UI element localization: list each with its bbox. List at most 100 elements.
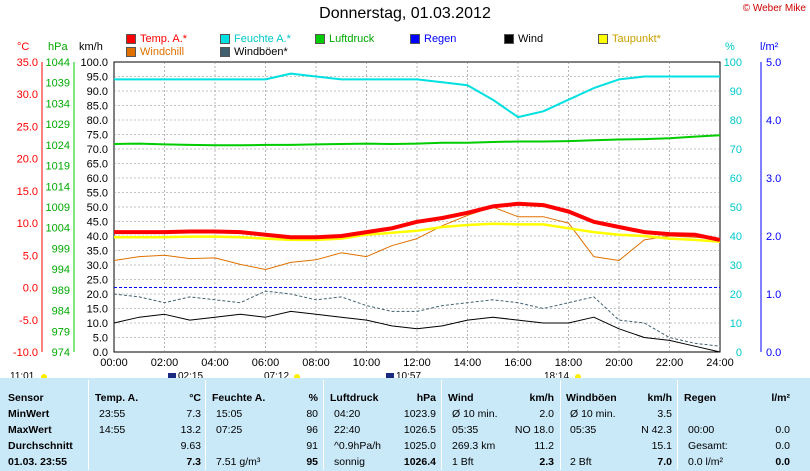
legend-rain-swatch	[410, 33, 420, 44]
stats-row-label: MaxWert	[8, 424, 52, 436]
stats-row-label: 01.03. 23:55	[8, 456, 67, 468]
stats-humidity-value: 95	[306, 456, 318, 468]
tick-label-time: 16:00	[504, 357, 532, 369]
stats-pressure-note: 04:20	[334, 408, 361, 420]
legend-windchill-swatch	[126, 46, 136, 57]
stats-gusts-value: 15.1	[651, 440, 672, 452]
tick-label-pressure: 1024	[46, 140, 70, 152]
sun-icon	[41, 374, 47, 378]
copyright-text: © Weber Mike	[742, 3, 806, 14]
tick-label-pressure: 979	[52, 326, 70, 338]
tick-label-time: 06:00	[252, 357, 280, 369]
legend-temp: Temp. A.*	[126, 32, 187, 45]
series-line-wind	[113, 310, 721, 353]
moon-icon	[386, 373, 394, 378]
unit-pressure: hPa	[48, 41, 68, 53]
series-line-luftdruck	[113, 134, 721, 147]
stats-pressure-value: 1026.4	[403, 456, 436, 468]
panel-divider	[441, 380, 442, 470]
tick-label-humidity: 10	[730, 318, 742, 330]
tick-label-pressure: 989	[52, 285, 70, 297]
stats-humidity-note: 07:25	[216, 424, 243, 436]
tick-label-wind: 35.0	[87, 246, 108, 258]
stats-pressure-header: Luftdruck	[330, 392, 379, 404]
legend-pressure-label: Luftdruck	[329, 32, 375, 45]
tick-label-time: 00:00	[100, 357, 128, 369]
stats-humidity-value: 80	[306, 408, 318, 420]
stats-rain-value: 0.0	[775, 424, 790, 436]
series-line-feuchte-a	[114, 72, 720, 119]
panel-divider	[88, 380, 89, 470]
tick-label-wind: 40.0	[87, 231, 108, 243]
unit-wind: km/h	[79, 41, 103, 53]
tick-label-humidity: 20	[730, 289, 742, 301]
tick-label-temp: 5.0	[23, 250, 38, 262]
stats-rain-unit: l/m²	[771, 392, 790, 404]
legend-temp-label: Temp. A.*	[140, 32, 188, 45]
stats-rain-header: Regen	[684, 392, 717, 404]
tick-label-time: 24:00	[706, 357, 734, 369]
stats-rain-note: 0.0 l/m²	[688, 456, 724, 468]
stats-gusts-value: 7.0	[657, 456, 672, 468]
tick-label-temp: 15.0	[17, 186, 38, 198]
legend-dewpoint-swatch	[598, 33, 608, 44]
series-line-windb-en	[113, 290, 721, 347]
stats-wind-note: 269.3 km	[452, 440, 496, 452]
tick-label-pressure: 1039	[46, 78, 70, 90]
stats-sensor-header: Sensor	[8, 392, 44, 404]
legend-pressure: Luftdruck	[315, 32, 374, 45]
stats-humidity-value: 96	[306, 424, 318, 436]
weather-chart: 35.0 30.0 25.0 20.0 15.0 10.0 5.0 0.0 -5.0 -10.0 1…	[13, 57, 781, 378]
tick-label-pressure: 1029	[46, 119, 70, 131]
legend-rain-label: Regen	[424, 32, 457, 45]
legend-gusts-swatch	[220, 46, 230, 57]
panel-divider	[205, 380, 206, 470]
legend-gusts: Windböen*	[220, 45, 288, 58]
tick-label-wind: 30.0	[87, 260, 108, 272]
panel-divider	[677, 380, 678, 470]
stats-gusts-note: Ø 10 min.	[570, 408, 616, 420]
legend-pressure-swatch	[315, 33, 325, 44]
marker-left-time: 11:01	[10, 371, 35, 382]
stats-gusts-value: 3.5	[657, 408, 672, 420]
tick-label-wind: 65.0	[87, 159, 108, 171]
tick-label-wind: 45.0	[87, 217, 108, 229]
stats-pressure-value: 1026.5	[403, 424, 436, 436]
tick-label-wind: 20.0	[87, 289, 108, 301]
marker-moonrise-time: 02:15	[178, 371, 204, 382]
tick-label-time: 02:00	[151, 357, 179, 369]
panel-divider	[323, 380, 324, 470]
tick-label-humidity: 50	[730, 202, 742, 214]
tick-label-wind: 25.0	[87, 275, 108, 287]
legend-windchill: Windchill	[126, 45, 184, 58]
stats-temp-header: Temp. A.	[95, 392, 139, 404]
stats-temp-value: 7.3	[186, 408, 201, 420]
stats-pressure-note: 22:40	[334, 424, 361, 436]
tick-label-pressure: 994	[52, 264, 70, 276]
stats-wind-value: NO 18.0	[514, 424, 554, 436]
stats-gusts-note: 2 Bft	[570, 456, 592, 468]
legend-windchill-label: Windchill	[140, 45, 185, 58]
tick-label-wind: 100.0	[80, 57, 108, 69]
stats-row-label: MinWert	[8, 408, 50, 420]
tick-label-time: 04:00	[201, 357, 229, 369]
legend-gusts-label: Windböen*	[234, 45, 288, 58]
unit-temp: °C	[17, 41, 30, 53]
tick-label-temp: 35.0	[17, 57, 38, 69]
tick-label-pressure: 974	[52, 347, 70, 359]
stats-gusts-note: 05:35	[570, 424, 597, 436]
legend-dewpoint-label: Taupunkt*	[612, 32, 661, 45]
legend-rain: Regen	[410, 32, 456, 45]
stats-wind-note: Ø 10 min.	[452, 408, 498, 420]
tick-label-rain: 2.0	[766, 231, 781, 243]
stats-wind-value: 2.3	[539, 456, 554, 468]
tick-label-humidity: 60	[730, 173, 742, 185]
stats-temp-note: 14:55	[99, 424, 126, 436]
tick-label-humidity: 0	[736, 347, 742, 359]
legend-humidity-label: Feuchte A.*	[234, 32, 291, 45]
stats-rain-value: 0.0	[775, 456, 790, 468]
marker-moon-time: 10:57	[396, 371, 422, 382]
stats-wind-unit: km/h	[529, 392, 554, 404]
tick-label-wind: 90.0	[87, 86, 108, 98]
tick-label-time: 20:00	[605, 357, 633, 369]
